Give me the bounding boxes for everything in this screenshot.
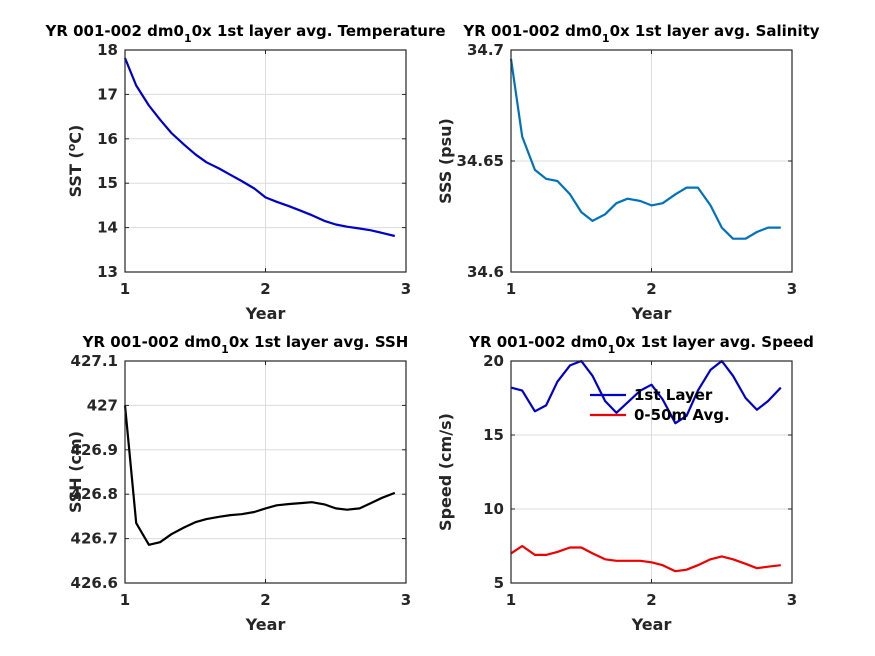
- subplot-2: 1 2 3 34.6 34.65 34.7 Year SSS (psu) YR 001-002 …: [436, 22, 820, 323]
- y-tick-label: 426.9: [71, 441, 118, 459]
- x-tick-label: 1: [506, 280, 516, 298]
- y-tick-label: 14: [97, 219, 118, 237]
- y-tick-label: 20: [483, 352, 504, 370]
- series-line-2-1: [509, 58, 781, 240]
- y-axis-label: SSS (psu): [436, 118, 455, 204]
- y-tick-label: 34.7: [467, 41, 504, 59]
- x-tick-label: 2: [260, 591, 270, 609]
- x-tick-label: 2: [646, 591, 656, 609]
- subplot-title: YR 001-002 dm010x 1st layer avg. Speed: [468, 333, 814, 356]
- y-tick-label: 427.1: [71, 352, 118, 370]
- x-axis-label: Year: [631, 615, 672, 634]
- y-axis-label: Speed (cm/s): [436, 413, 455, 531]
- x-tick-label: 2: [646, 280, 656, 298]
- y-tick-label: 426.6: [71, 574, 118, 592]
- x-tick-label: 3: [401, 280, 411, 298]
- x-tick-label: 1: [506, 591, 516, 609]
- legend: 1st Layer 0-50m Avg.: [590, 386, 730, 424]
- x-tick-label: 2: [260, 280, 270, 298]
- subplot-1: 1 2 3 13 14 15 16 17 18 Year SST (oC) YR 001-002 dm…: [44, 22, 445, 323]
- series-line-0-50m-avg-: [510, 544, 781, 573]
- y-tick-label: 16: [97, 130, 118, 148]
- series-line-1st-layer: [510, 359, 782, 425]
- y-axis-label: SSH (cm): [66, 431, 85, 513]
- x-tick-label: 3: [787, 591, 797, 609]
- series-line-1-1: [123, 57, 396, 238]
- subplot-title: YR 001-002 dm010x 1st layer avg. Salinit…: [462, 22, 819, 45]
- y-tick-label: 427: [87, 396, 118, 414]
- subplot-title: YR 001-002 dm010x 1st layer avg. SSH: [82, 333, 409, 356]
- y-tick-label: 34.6: [467, 263, 504, 281]
- legend-entry: 1st Layer: [634, 386, 713, 404]
- y-tick-label: 34.65: [457, 152, 504, 170]
- y-tick-label: 17: [97, 85, 118, 103]
- y-axis-label: SST (oC): [65, 125, 85, 198]
- x-tick-label: 1: [120, 280, 130, 298]
- x-tick-label: 1: [120, 591, 130, 609]
- x-axis-label: Year: [631, 304, 672, 323]
- x-axis-label: Year: [245, 615, 286, 634]
- x-tick-label: 3: [401, 591, 411, 609]
- y-tick-label: 18: [97, 41, 118, 59]
- y-tick-label: 5: [494, 574, 504, 592]
- y-tick-label: 15: [483, 426, 504, 444]
- y-tick-label: 15: [97, 174, 118, 192]
- legend-entry: 0-50m Avg.: [634, 406, 730, 424]
- y-tick-label: 13: [97, 263, 118, 281]
- subplot-title: YR 001-002 dm010x 1st layer avg. Tempera…: [44, 22, 445, 45]
- y-tick-label: 426.8: [71, 485, 118, 503]
- x-axis-label: Year: [245, 304, 286, 323]
- x-tick-label: 3: [787, 280, 797, 298]
- series-line-3-1: [123, 405, 396, 546]
- subplot-3: 1 2 3 426.6 426.7 426.8 426.9 427 427.1 Year SSH (…: [66, 333, 411, 634]
- y-tick-label: 426.7: [71, 530, 118, 548]
- y-tick-label: 10: [483, 500, 504, 518]
- subplot-4: 1 2 3 5 10 15 20 Year Speed (cm/s) YR 001-002 dm0…: [436, 333, 814, 634]
